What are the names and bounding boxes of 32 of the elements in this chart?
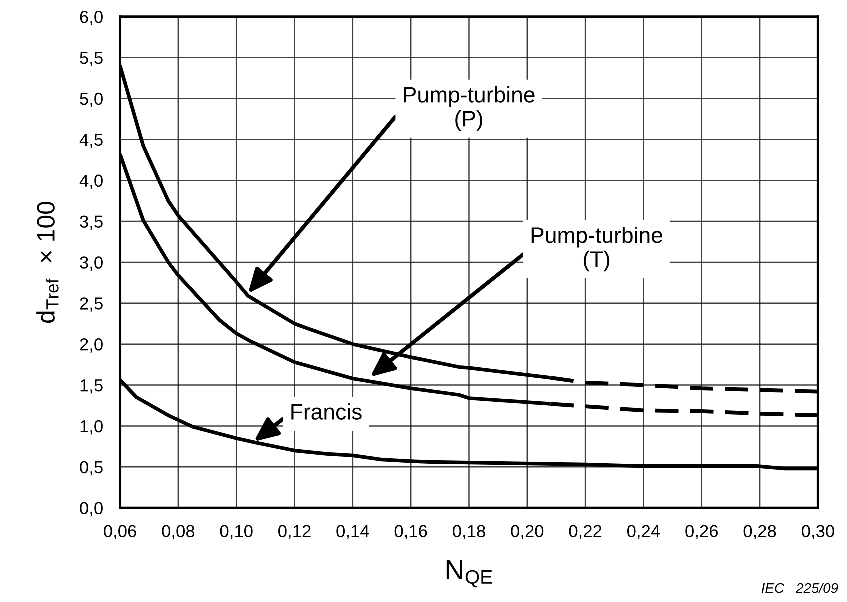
annotation: Francis (292, 404, 362, 420)
y-tick-label: 5,0 (80, 92, 103, 108)
y-tick-label: 2,0 (80, 338, 103, 353)
text: IEC 225/09 (762, 583, 838, 594)
y-tick-label: 1,5 (80, 380, 103, 394)
x-axis-title: N$_{QE}$ (446, 560, 492, 588)
x-tick-label: 0,06 (104, 525, 136, 540)
x-tick-label: 0,20 (511, 525, 544, 540)
y-tick-label: 0,5 (80, 461, 103, 476)
x-tick-label: 0,28 (744, 525, 776, 540)
x-tick-label: 0,22 (569, 525, 602, 540)
x-tick-label: 0,24 (628, 525, 660, 540)
x-tick-label: 0,16 (394, 525, 428, 540)
y-tick-label: 4,5 (80, 134, 103, 148)
y-tick-label: 0,0 (80, 502, 103, 517)
y-tick-label: 5,5 (80, 52, 103, 66)
x-tick-label: 0,12 (278, 525, 311, 540)
x-tick-label: 0,08 (162, 525, 195, 540)
x-tick-label: 0,10 (220, 525, 253, 540)
y-tick-label: 2,5 (80, 298, 103, 312)
x-tick-label: 0,30 (802, 525, 834, 540)
y-tick-label: 3,0 (80, 256, 103, 271)
y-tick-label: 4,0 (80, 174, 103, 190)
y-tick-label: 1,0 (80, 420, 103, 435)
annotation: Pump-turbine (P) (404, 86, 535, 132)
y-tick-label: 3,5 (80, 216, 103, 230)
y-tick-label: 6,0 (80, 11, 103, 26)
x-tick-label: 0,26 (686, 525, 718, 540)
annotation: Pump-turbine (T) (532, 226, 662, 272)
x-tick-label: 0,18 (453, 525, 486, 540)
y-axis-title: d$_{Tref}$ × 100 (36, 202, 59, 324)
x-tick-label: 0,14 (336, 525, 370, 540)
